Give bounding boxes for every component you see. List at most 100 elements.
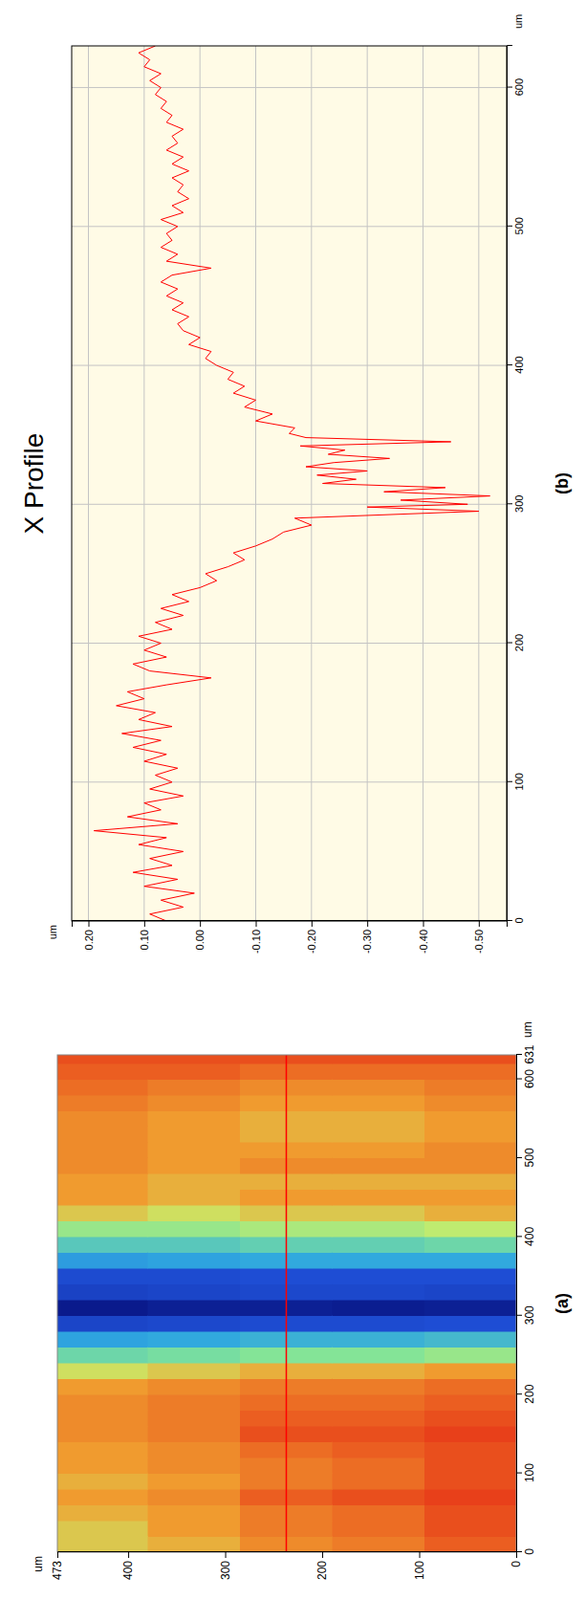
heatmap-cell — [147, 1504, 239, 1520]
panel-label: (b) — [552, 472, 572, 495]
panel-line: 01002003004005006000.200.100.00-0.10-0.2… — [19, 14, 572, 954]
tick: 100 — [516, 1462, 537, 1482]
tick-mark — [225, 1551, 227, 1558]
heatmap-cell — [424, 1504, 517, 1520]
tick-mark — [516, 1314, 522, 1316]
axis-line — [58, 1551, 518, 1559]
tick-label: 100 — [513, 772, 525, 790]
heatmap-cell — [424, 1079, 517, 1095]
heatmap-cell — [147, 1189, 239, 1205]
tick-label: 473 — [50, 1560, 65, 1580]
heatmap-cell — [331, 1441, 424, 1457]
heatmap-cell — [147, 1054, 239, 1064]
heatmap-cell — [57, 1267, 148, 1283]
heatmap-cell — [424, 1425, 517, 1441]
tick-label: -0.10 — [250, 929, 262, 954]
grid-line — [143, 45, 145, 921]
tick-label: 0 — [522, 1547, 537, 1555]
plot-area — [93, 45, 490, 921]
grid-line — [71, 365, 507, 367]
heatmap-cell — [147, 1172, 239, 1189]
heatmap-cell — [147, 1141, 239, 1157]
heatmap-cell — [57, 1283, 148, 1300]
heatmap-cell — [57, 1315, 148, 1331]
heatmap-cell — [424, 1063, 517, 1079]
tick-mark — [322, 1551, 324, 1558]
grid-line — [255, 45, 257, 921]
tick-mark — [506, 86, 513, 88]
x-axis: 0100200300400500600631 — [516, 1043, 537, 1555]
tick-label: 500 — [513, 217, 525, 235]
heatmap-cell — [147, 1330, 239, 1346]
tick-label: 100 — [522, 1462, 537, 1482]
tick: 600 — [516, 1068, 537, 1088]
heatmap-cell — [424, 1236, 517, 1252]
tick: 631 — [516, 1043, 537, 1064]
heatmap-cell — [57, 1204, 148, 1220]
heatmap-cell — [57, 1346, 148, 1363]
heatmap-cell — [57, 1519, 148, 1536]
profile-line — [93, 45, 490, 921]
heatmap-cell — [57, 1189, 148, 1205]
y-axis-title: um — [31, 1555, 45, 1572]
heatmap-cell — [331, 1172, 424, 1189]
tick-mark — [506, 225, 513, 227]
heatmap-cell — [331, 1425, 424, 1441]
heatmap-cell — [424, 1315, 517, 1331]
heatmap-cell — [57, 1441, 148, 1457]
heatmap-cell — [331, 1079, 424, 1095]
heatmap-cell — [424, 1126, 517, 1142]
heatmap-cell — [424, 1393, 517, 1410]
heatmap-cell — [57, 1172, 148, 1189]
tick-mark — [419, 1551, 421, 1558]
heatmap-cell — [424, 1141, 517, 1157]
heatmap-cell — [424, 1283, 517, 1300]
tick-label: 600 — [513, 78, 525, 96]
heatmap-cell — [147, 1094, 239, 1110]
tick-mark — [506, 781, 513, 782]
heatmap-cell — [331, 1536, 424, 1552]
heatmap-cell — [424, 1330, 517, 1346]
grid-line — [71, 781, 507, 782]
heatmap-cell — [147, 1110, 239, 1127]
tick-mark — [516, 1392, 522, 1394]
heatmap-cell — [147, 1157, 239, 1173]
heatmap-cell — [57, 1236, 148, 1252]
tick-label: -0.20 — [305, 929, 318, 954]
tick: -0.50 — [473, 920, 485, 954]
tick-mark — [516, 1053, 522, 1055]
heatmap-cell — [424, 1519, 517, 1536]
heatmap-cell — [424, 1110, 517, 1127]
y-axis-title: um — [46, 924, 59, 939]
tick-mark — [88, 920, 90, 927]
tick-mark — [367, 920, 369, 927]
heatmap-cell — [57, 1473, 148, 1489]
heatmap-cell — [57, 1299, 148, 1315]
heatmap-cell — [331, 1110, 424, 1127]
y-axis: 0100200300400473 — [50, 1551, 523, 1581]
heatmap-cell — [57, 1157, 148, 1173]
tick-mark — [199, 920, 201, 927]
heatmap-cell — [147, 1252, 239, 1268]
tick-mark — [516, 1235, 522, 1237]
heatmap-cell — [331, 1126, 424, 1142]
heatmap-cell — [424, 1252, 517, 1268]
tick: 200 — [516, 1383, 537, 1403]
heatmap-cell — [331, 1204, 424, 1220]
x-axis-title: um — [512, 14, 524, 29]
grid-line — [310, 45, 312, 921]
heatmap-cell — [331, 1393, 424, 1410]
tick: 200 — [506, 633, 525, 652]
heatmap-cell — [57, 1536, 148, 1552]
heatmap-cell — [57, 1410, 148, 1426]
tick: 0 — [509, 1551, 523, 1567]
tick: 200 — [315, 1551, 329, 1580]
tick: 100 — [506, 772, 525, 790]
grid-line — [422, 45, 424, 921]
tick-mark — [516, 1551, 518, 1558]
tick-label: 400 — [121, 1560, 135, 1580]
heatmap-cell — [424, 1267, 517, 1283]
tick-label: 600 — [522, 1068, 537, 1088]
grid-line — [477, 45, 479, 921]
grid-line — [199, 45, 201, 921]
